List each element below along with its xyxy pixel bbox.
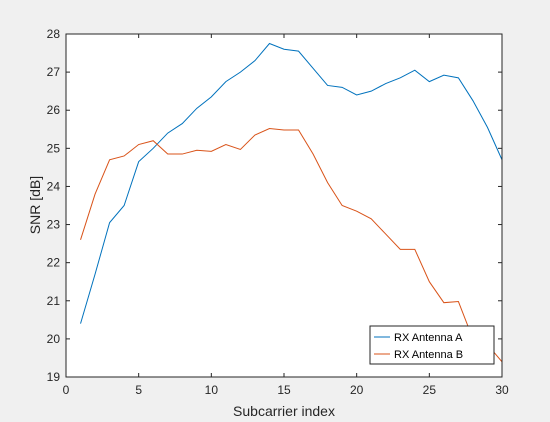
plot-area	[66, 34, 502, 377]
y-tick-label: 19	[47, 370, 61, 384]
x-tick-label: 5	[135, 383, 142, 397]
y-tick-label: 24	[47, 179, 61, 193]
y-tick-label: 25	[47, 141, 61, 155]
y-tick-label: 20	[47, 332, 61, 346]
x-tick-label: 10	[205, 383, 219, 397]
y-tick-label: 21	[47, 294, 61, 308]
series-line-2	[80, 128, 502, 363]
x-tick-label: 0	[63, 383, 70, 397]
y-tick-label: 23	[47, 218, 61, 232]
legend-label-2: RX Antenna B	[394, 349, 463, 361]
x-tick-label: 25	[423, 383, 437, 397]
x-axis-label: Subcarrier index	[233, 403, 335, 419]
y-tick-label: 22	[47, 256, 61, 270]
tick-labels: 0 5 10 15 20 25 30 19 20 21 22 23 24 25 26 27 28	[47, 27, 509, 397]
legend: RX Antenna A RX Antenna B	[369, 325, 495, 365]
legend-box	[369, 325, 495, 365]
x-tick-label: 30	[495, 383, 509, 397]
series-line-1	[80, 42, 502, 324]
y-tick-label: 26	[47, 103, 61, 117]
y-tick-label: 27	[47, 65, 61, 79]
axes	[65, 33, 503, 378]
series-lines	[80, 42, 502, 363]
legend-label-1: RX Antenna A	[394, 332, 463, 344]
y-tick-label: 28	[47, 27, 61, 41]
x-tick-label: 15	[277, 383, 291, 397]
y-axis-label: SNR [dB]	[27, 176, 43, 234]
x-tick-label: 20	[350, 383, 364, 397]
